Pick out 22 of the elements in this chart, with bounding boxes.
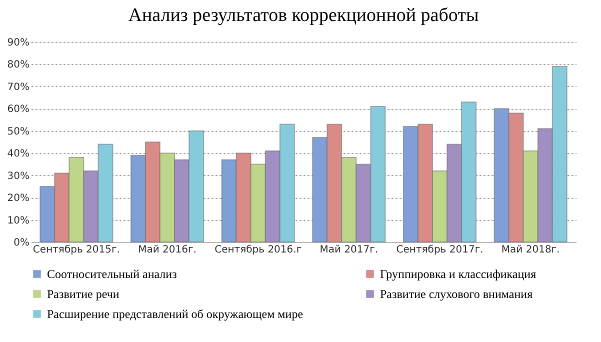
- chart-title: Анализ результатов коррекционной работы: [128, 5, 479, 26]
- legend-label: Развитие слухового внимания: [380, 287, 534, 301]
- x-tick-label: Сентябрь 2017г.: [396, 244, 484, 256]
- x-tick-label: Сентябрь 2015г.: [32, 244, 120, 256]
- legend-label: Расширение представлений об окружающем мире: [47, 307, 304, 321]
- x-tick-label: Май 2017г.: [320, 244, 378, 256]
- y-tick-label: 90%: [7, 38, 30, 48]
- x-tick-label: Сентябрь 2016.г: [214, 244, 302, 256]
- y-tick-label: 80%: [7, 60, 30, 71]
- y-tick-label: 60%: [7, 104, 30, 116]
- y-tick-label: 50%: [7, 126, 30, 138]
- y-tick-label: 0%: [14, 238, 30, 248]
- y-tick-label: 30%: [7, 170, 30, 182]
- x-tick-label: Май 2016г.: [138, 244, 196, 256]
- y-tick-label: 40%: [7, 148, 30, 160]
- legend-label: Группировка и классификация: [380, 267, 537, 281]
- y-tick-label: 10%: [7, 215, 30, 226]
- x-tick-label: Май 2018г.: [501, 244, 560, 256]
- y-tick-label: 20%: [7, 193, 30, 204]
- legend-label: Соотносительный анализ: [47, 267, 178, 281]
- y-tick-label: 70%: [7, 82, 30, 93]
- legend-label: Развитие речи: [47, 287, 120, 301]
